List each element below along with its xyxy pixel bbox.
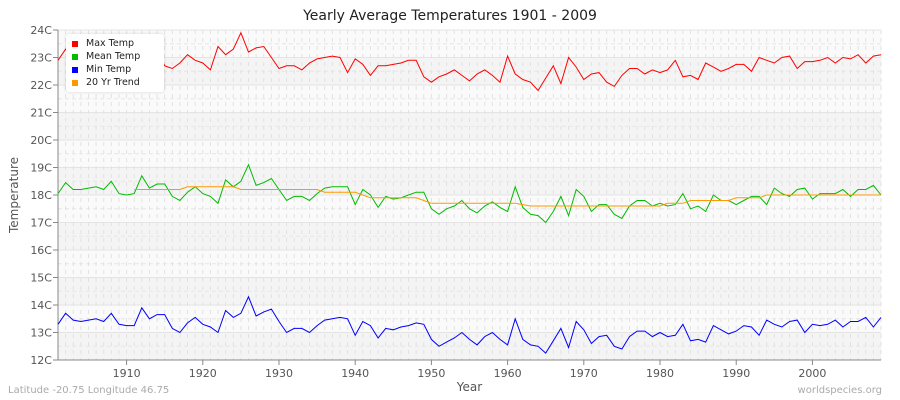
y-tick-label: 22C: [30, 79, 52, 92]
series-line-min-temp: [57, 295, 882, 354]
x-tick-label: 1990: [722, 367, 750, 380]
y-tick-label: 15C: [30, 272, 52, 285]
x-tick-label: 1910: [113, 367, 141, 380]
x-tick-label: 1980: [646, 367, 674, 380]
x-tick-label: 1920: [189, 367, 217, 380]
legend-label-trend: 20 Yr Trend: [86, 77, 140, 88]
y-tick-label: 16C: [30, 244, 52, 257]
x-tick-label: 1960: [494, 367, 522, 380]
x-axis-label: Year: [456, 380, 482, 394]
legend: Max Temp Mean Temp Min Temp 20 Yr Trend: [66, 34, 164, 92]
y-tick-label: 18C: [30, 189, 52, 202]
y-tick-label: 24C: [30, 24, 52, 37]
y-axis-label: Temperature: [7, 157, 21, 234]
legend-item-max: Max Temp: [72, 37, 158, 50]
legend-swatch-min: [72, 66, 78, 73]
source-label: worldspecies.org: [797, 385, 882, 396]
chart-title: Yearly Average Temperatures 1901 - 2009: [303, 8, 597, 24]
grid-band: [58, 277, 881, 305]
series-line-20-yr-trend: [134, 186, 881, 207]
y-tick-label: 21C: [30, 107, 52, 120]
legend-label-max: Max Temp: [86, 38, 134, 49]
x-tick-label: 2000: [798, 367, 826, 380]
y-tick-label: 23C: [30, 52, 52, 65]
y-tick-label: 20C: [30, 134, 52, 147]
location-label: Latitude -20.75 Longitude 46.75: [8, 385, 170, 396]
x-tick-label: 1930: [265, 367, 293, 380]
grid-band: [58, 30, 881, 58]
x-tick-label: 1970: [570, 367, 598, 380]
x-tick-label: 1940: [341, 367, 369, 380]
legend-label-mean: Mean Temp: [86, 51, 141, 62]
legend-item-mean: Mean Temp: [72, 50, 158, 63]
y-tick-label: 12C: [30, 354, 52, 367]
legend-item-trend: 20 Yr Trend: [72, 76, 158, 89]
series-line-max-temp: [57, 31, 882, 92]
legend-label-min: Min Temp: [86, 64, 132, 75]
legend-swatch-mean: [72, 53, 78, 60]
y-tick-label: 14C: [30, 299, 52, 312]
x-tick-label: 1950: [417, 367, 445, 380]
grid-band: [58, 222, 881, 250]
legend-item-min: Min Temp: [72, 63, 158, 76]
legend-swatch-max: [72, 40, 78, 47]
y-tick-label: 19C: [30, 162, 52, 175]
y-tick-label: 17C: [30, 217, 52, 230]
y-tick-label: 13C: [30, 327, 52, 340]
legend-swatch-trend: [72, 79, 78, 86]
